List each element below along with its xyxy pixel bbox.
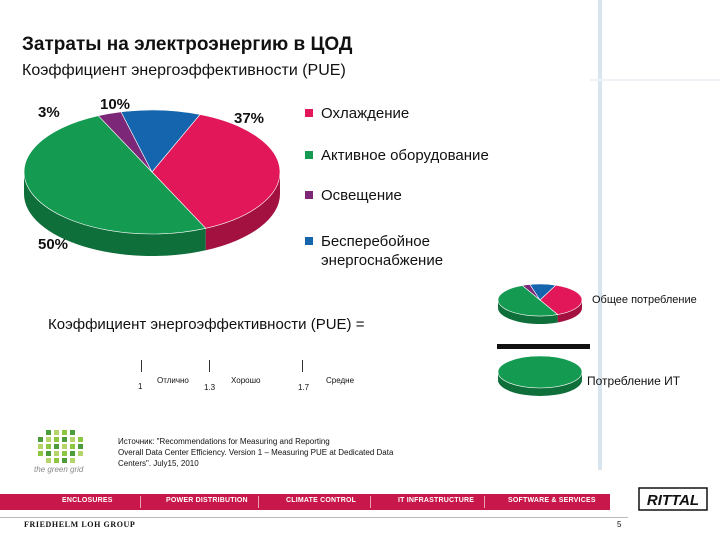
nav-separator: [140, 496, 141, 508]
nav-separator: [370, 496, 371, 508]
logo-dot: [46, 458, 51, 463]
it-consumption-pie: [497, 355, 583, 396]
logo-dot: [78, 451, 83, 456]
main-pie-slice-equipment: [23, 115, 207, 235]
footer-nav-bar: ENCLOSURES POWER DISTRIBUTION CLIMATE CO…: [0, 494, 610, 510]
legend-label-equipment: Активное оборудование: [321, 147, 489, 164]
pie-label-equipment: 50%: [38, 236, 69, 253]
source-line-3: Centers". July15, 2010: [118, 459, 199, 468]
logo-dot: [70, 458, 75, 463]
logo-dot: [70, 444, 75, 449]
legend-label-ups: Бесперебойное энергоснабжение: [321, 233, 444, 269]
scale-label-good: Хорошо: [231, 376, 261, 385]
logo-dot: [46, 430, 51, 435]
logo-dot: [78, 437, 83, 442]
scale-label-average: Средне: [326, 376, 355, 385]
logo-dot: [78, 444, 83, 449]
rittal-logo: RITTAL: [637, 484, 709, 516]
numerator-label: Общее потребление: [592, 294, 697, 306]
nav-climate-control[interactable]: CLIMATE CONTROL: [286, 497, 357, 504]
nav-enclosures[interactable]: ENCLOSURES: [62, 497, 113, 504]
green-grid-logo-text: the green grid: [34, 465, 84, 474]
page-number: 5: [617, 520, 622, 529]
legend-swatch-cooling: [305, 109, 313, 117]
source-line-1: Источник: "Recommendations for Measuring…: [118, 437, 330, 446]
logo-dot: [70, 451, 75, 456]
main-pie-side-equipment: [24, 172, 206, 256]
main-pie-slice-cooling: [151, 114, 281, 229]
footer-divider: [0, 517, 628, 518]
logo-dot: [46, 444, 51, 449]
logo-dot: [62, 458, 67, 463]
source-citation: Источник: "Recommendations for Measuring…: [118, 436, 478, 469]
logo-dot: [62, 437, 67, 442]
pue-formula-label: Коэффициент энергоэффективности (PUE) =: [48, 316, 365, 333]
svg-text:RITTAL: RITTAL: [647, 492, 699, 509]
logo-dot: [38, 451, 43, 456]
logo-dot: [46, 451, 51, 456]
logo-dot: [38, 444, 43, 449]
scale-tick-1: [141, 360, 142, 372]
logo-dot: [38, 437, 43, 442]
pie-label-ups: 10%: [100, 96, 131, 113]
logo-dot: [62, 451, 67, 456]
scale-value-1: 1: [138, 382, 143, 391]
main-pie-slice-ups: [120, 109, 201, 173]
total-pie-side-equipment: [498, 300, 558, 324]
total-pie-slice-equipment: [497, 285, 559, 317]
legend-swatch-equipment: [305, 151, 313, 159]
logo-dot: [70, 437, 75, 442]
fraction-bar: [497, 344, 590, 349]
logo-dot: [62, 430, 67, 435]
logo-dot: [62, 444, 67, 449]
pie-label-cooling: 37%: [234, 110, 265, 127]
nav-it-infrastructure[interactable]: IT INFRASTRUCTURE: [398, 497, 475, 504]
energy-pie-chart: [23, 109, 281, 256]
logo-dot: [46, 437, 51, 442]
logo-dot: [54, 444, 59, 449]
total-pie-slice-cooling: [539, 284, 583, 315]
it-pie-slice-equipment: [497, 355, 583, 389]
company-name: FRIEDHELM LOH GROUP: [24, 520, 136, 529]
logo-dot: [54, 437, 59, 442]
denominator-label: Потребление ИТ: [587, 374, 681, 388]
total-pie-side-cooling: [557, 300, 582, 323]
page-subtitle: Коэффициент энергоэффективности (PUE): [22, 62, 346, 79]
nav-software-services[interactable]: SOFTWARE & SERVICES: [508, 497, 596, 504]
scale-label-excellent: Отлично: [157, 376, 189, 385]
legend-swatch-lighting: [305, 191, 313, 199]
main-pie-side-cooling: [205, 172, 280, 251]
total-pie-slice-ups: [529, 283, 557, 301]
scale-value-3: 1.7: [298, 383, 310, 392]
total-consumption-pie: [497, 283, 583, 324]
legend-label-lighting: Освещение: [321, 187, 402, 204]
scale-tick-2: [209, 360, 210, 372]
logo-dot: [54, 430, 59, 435]
logo-dot: [70, 430, 75, 435]
pie-label-lighting: 3%: [38, 104, 60, 121]
legend-label-cooling: Охлаждение: [321, 105, 410, 122]
scale-tick-3: [302, 360, 303, 372]
scale-value-2: 1.3: [204, 383, 216, 392]
logo-dot: [54, 451, 59, 456]
green-grid-logo-icon: [38, 430, 83, 463]
page-title: Затраты на электроэнергию в ЦОД: [22, 34, 353, 55]
logo-dot: [54, 458, 59, 463]
source-line-2: Overall Data Center Efficiency. Version …: [118, 448, 394, 457]
legend-swatch-ups: [305, 237, 313, 245]
decorative-lines: [590, 0, 720, 470]
nav-separator: [258, 496, 259, 508]
nav-separator: [484, 496, 485, 508]
nav-power-distribution[interactable]: POWER DISTRIBUTION: [166, 497, 248, 504]
it-pie-side-equipment: [498, 372, 582, 396]
